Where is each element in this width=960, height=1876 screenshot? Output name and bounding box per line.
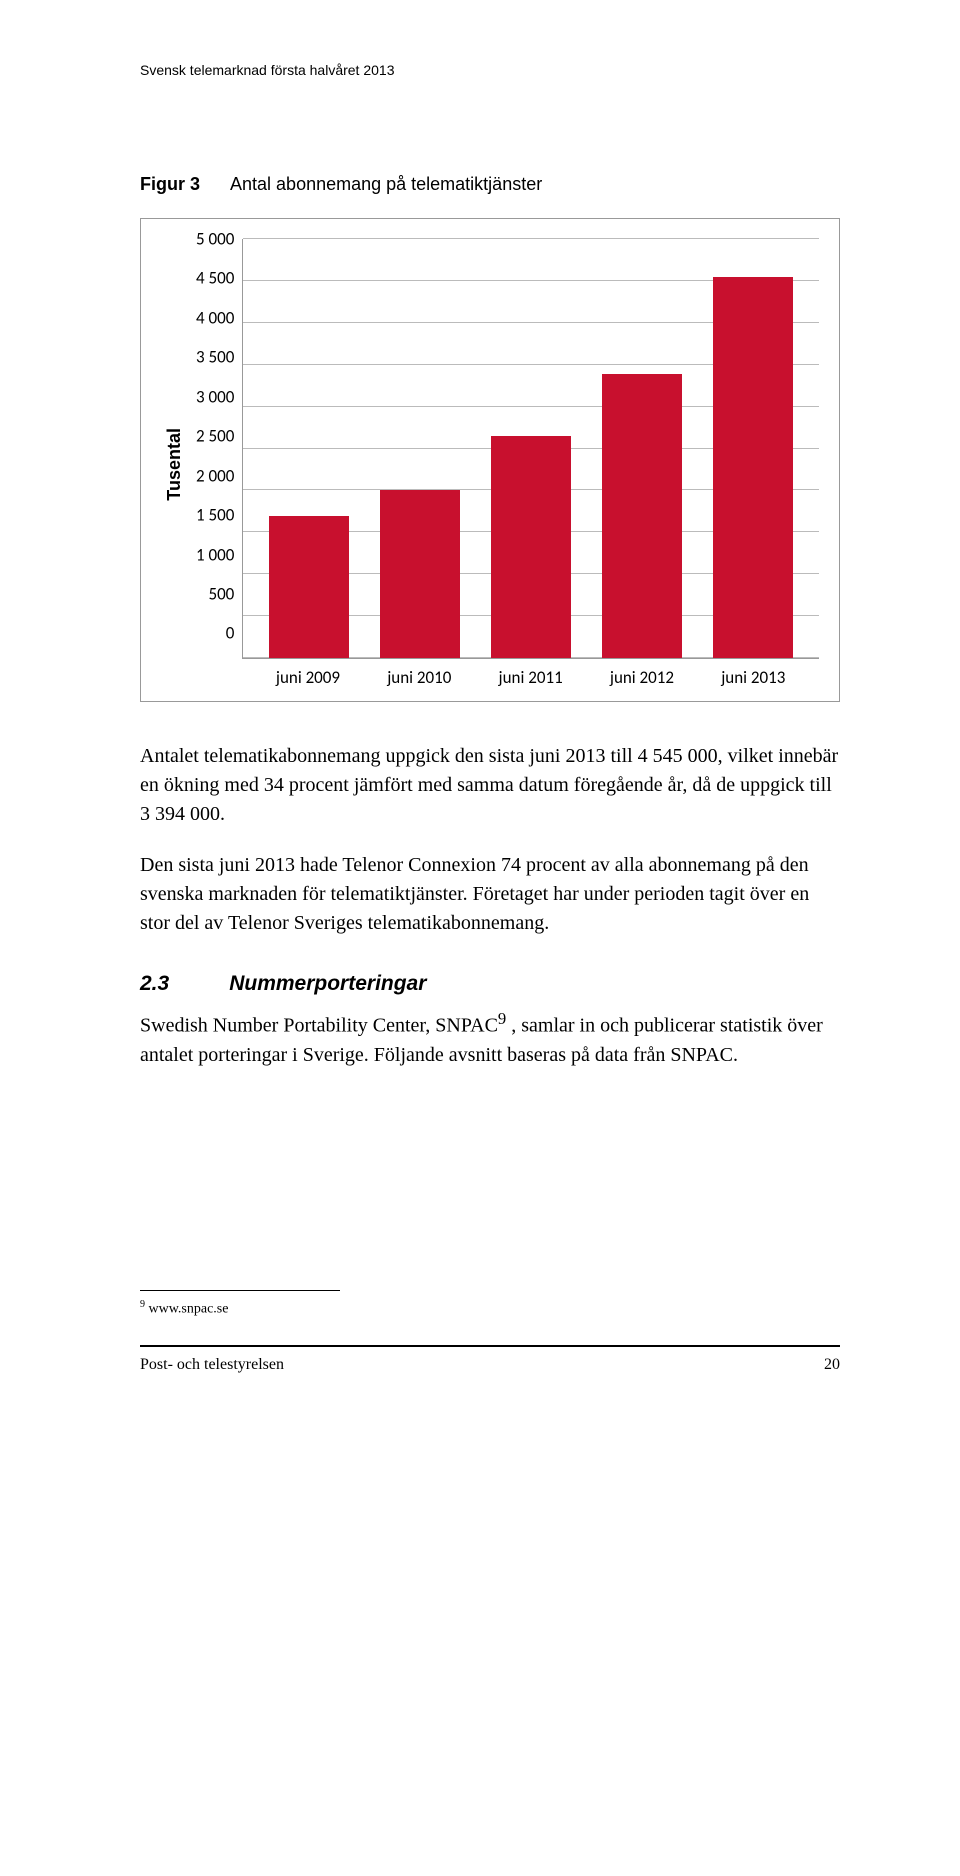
y-tick: 1 500 (196, 502, 234, 528)
footnote-text: www.snpac.se (145, 1301, 228, 1316)
plot-area (242, 239, 819, 659)
footnote-separator (140, 1290, 340, 1291)
figure-title: Antal abonnemang på telematiktjänster (230, 174, 542, 194)
y-tick: 5 000 (196, 226, 234, 252)
x-tick: juni 2009 (268, 665, 348, 691)
section-body: Swedish Number Portability Center, SNPAC… (140, 1007, 840, 1070)
x-tick: juni 2013 (713, 665, 793, 691)
bar (269, 516, 349, 658)
bar (380, 490, 460, 658)
y-tick: 1 000 (196, 542, 234, 568)
section-number: 2.3 (140, 972, 169, 995)
x-tick: juni 2010 (379, 665, 459, 691)
page-footer: Post- och telestyrelsen 20 (140, 1353, 840, 1377)
y-tick: 4 500 (196, 266, 234, 292)
x-tick: juni 2012 (602, 665, 682, 691)
y-axis-label: Tusental (161, 428, 188, 501)
y-tick: 500 (196, 581, 234, 607)
y-tick: 0 (196, 621, 234, 647)
paragraph-2: Den sista juni 2013 hade Telenor Connexi… (140, 851, 840, 938)
bar (491, 436, 571, 658)
chart-container: Tusental 5 000 4 500 4 000 3 500 3 000 2 500 2… (140, 218, 840, 702)
section-heading: 2.3 Nummerporteringar (140, 968, 840, 1000)
bar (602, 374, 682, 658)
footnote: 9 www.snpac.se (140, 1297, 840, 1320)
section-body-pre: Swedish Number Portability Center, SNPAC (140, 1015, 498, 1037)
y-tick: 4 000 (196, 305, 234, 331)
y-tick: 2 000 (196, 463, 234, 489)
footnote-ref: 9 (498, 1009, 506, 1028)
figure-caption: Figur 3 Antal abonnemang på telematiktjän… (140, 171, 840, 198)
footer-publisher: Post- och telestyrelsen (140, 1353, 284, 1377)
y-tick: 3 500 (196, 345, 234, 371)
bar (713, 277, 793, 658)
footer-page-number: 20 (824, 1353, 840, 1377)
figure-number: Figur 3 (140, 174, 200, 194)
paragraph-1: Antalet telematikabonnemang uppgick den … (140, 742, 840, 829)
x-tick: juni 2011 (491, 665, 571, 691)
doc-header-title: Svensk telemarknad första halvåret 2013 (140, 60, 840, 81)
x-tick-labels: juni 2009 juni 2010 juni 2011 juni 2012 juni… (242, 659, 819, 691)
y-tick: 2 500 (196, 423, 234, 449)
footer-separator (140, 1345, 840, 1347)
section-title: Nummerporteringar (229, 972, 426, 995)
y-tick-labels: 5 0004 5004 0003 5003 0002 5002 0001 500… (196, 239, 242, 659)
y-tick: 3 000 (196, 384, 234, 410)
